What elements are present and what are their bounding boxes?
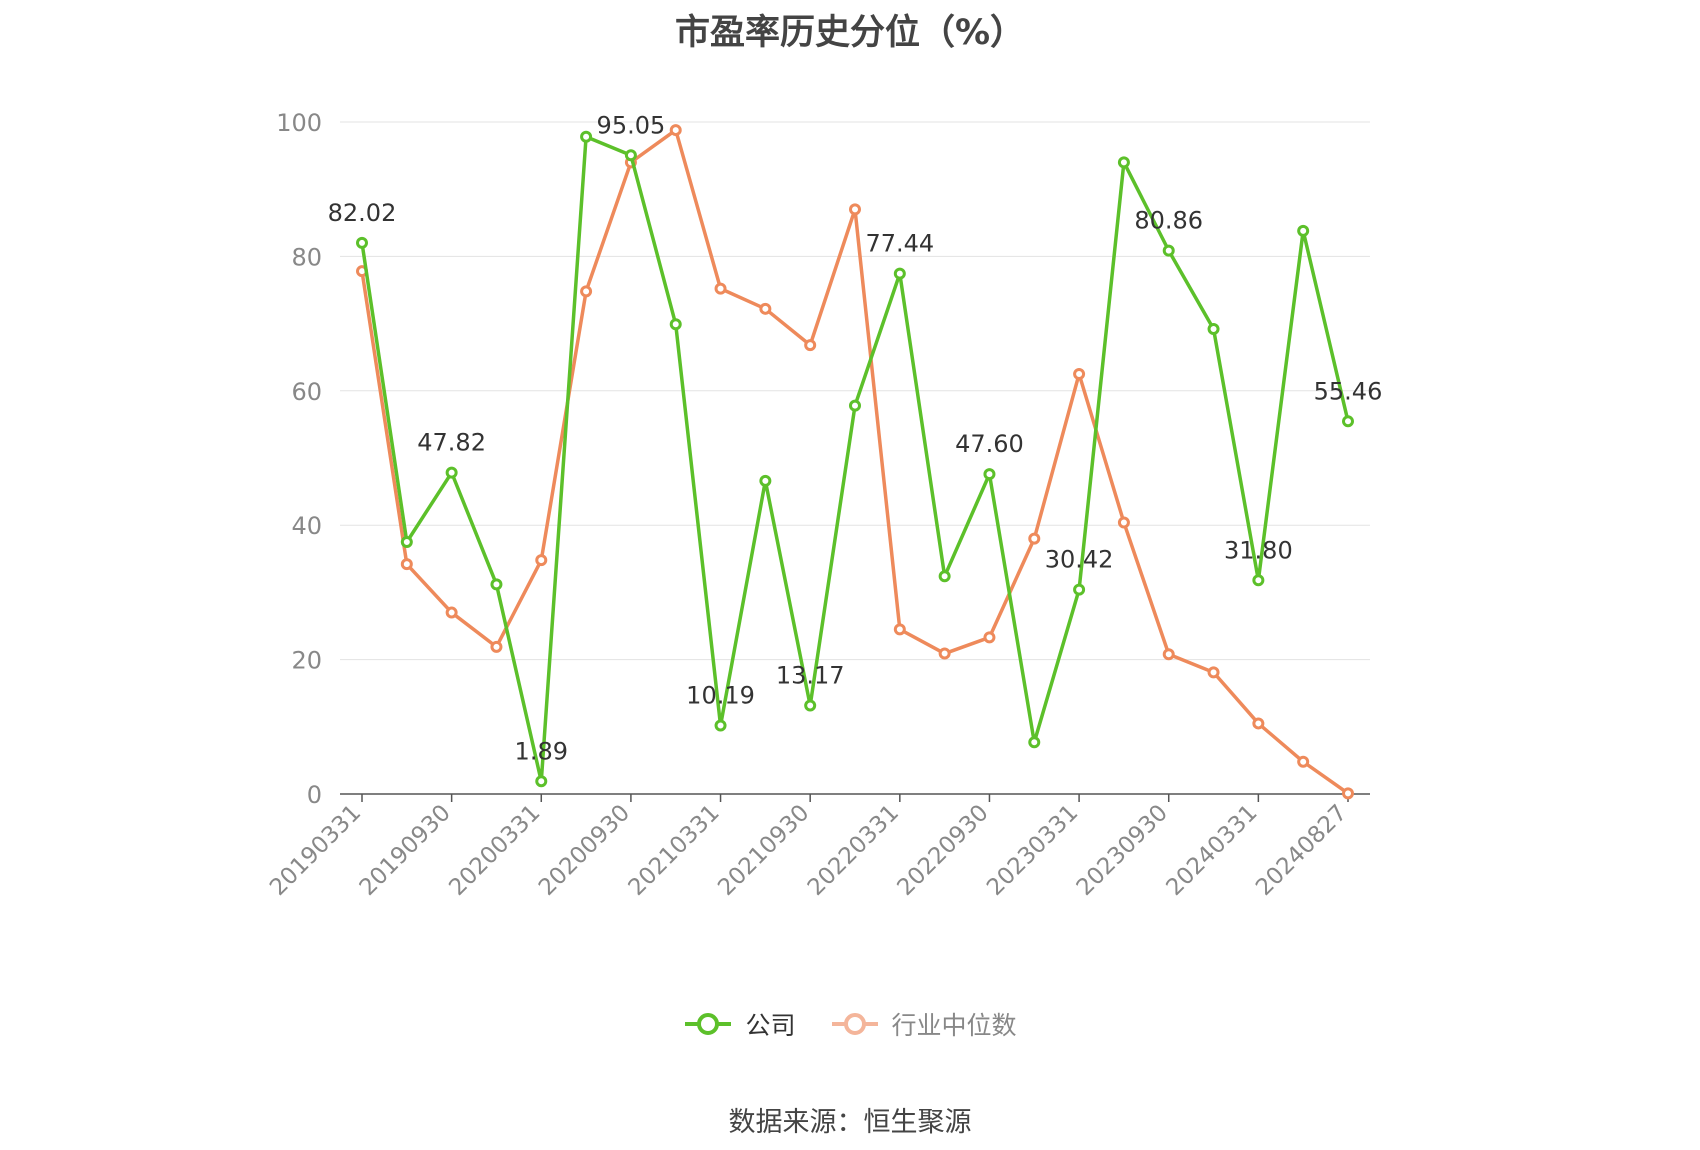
y-tick-label: 100 xyxy=(276,109,322,137)
data-source: 数据来源：恒生聚源 xyxy=(728,1107,972,1138)
x-tick-label: 20210331 xyxy=(624,800,725,901)
data-point-company xyxy=(714,719,727,732)
x-tick-label: 20240331 xyxy=(1161,800,1262,901)
data-point-company xyxy=(490,578,503,591)
data-point-company xyxy=(1117,156,1130,169)
data-label: 77.44 xyxy=(865,230,934,258)
data-point-company xyxy=(1162,244,1175,257)
x-tick-label: 20230930 xyxy=(1072,800,1173,901)
data-point-industry xyxy=(445,606,458,619)
data-label: 82.02 xyxy=(328,199,397,227)
x-tick-label: 20210930 xyxy=(713,800,814,901)
data-point-company xyxy=(804,699,817,712)
data-point-company xyxy=(356,236,368,249)
data-point-company xyxy=(1342,415,1354,428)
legend-label-company: 公司 xyxy=(745,1011,796,1040)
data-point-company xyxy=(580,130,593,143)
data-point-industry xyxy=(1297,755,1310,768)
x-tick-label: 20190331 xyxy=(265,800,366,901)
data-point-industry xyxy=(1207,666,1220,679)
data-point-industry xyxy=(759,302,772,315)
x-tick-label: 20220930 xyxy=(893,800,994,901)
data-label: 10.19 xyxy=(686,682,755,710)
y-tick-label: 20 xyxy=(291,647,322,675)
data-label: 47.60 xyxy=(955,430,1024,458)
data-point-industry xyxy=(893,623,906,636)
data-point-industry xyxy=(804,339,817,352)
x-tick-label: 20240827 xyxy=(1251,800,1352,901)
y-tick-label: 60 xyxy=(291,378,322,406)
data-point-industry xyxy=(1117,516,1130,529)
chart-title: 市盈率历史分位（%） xyxy=(674,13,1026,53)
legend-item-company[interactable]: 公司 xyxy=(683,1006,796,1042)
x-tick-label: 20230331 xyxy=(982,800,1083,901)
data-label: 95.05 xyxy=(597,111,666,139)
data-label: 13.17 xyxy=(776,661,845,689)
data-point-industry xyxy=(580,285,593,298)
data-point-industry xyxy=(983,631,996,644)
data-point-industry xyxy=(714,282,727,295)
data-label: 30.42 xyxy=(1045,546,1114,574)
x-tick-label: 20190930 xyxy=(355,800,456,901)
data-label: 31.80 xyxy=(1224,536,1293,564)
data-point-industry xyxy=(535,554,548,567)
data-point-company xyxy=(1207,322,1220,335)
data-point-industry xyxy=(849,203,861,216)
legend-industry-marker-icon xyxy=(831,1013,878,1035)
data-point-company xyxy=(849,399,861,412)
y-tick-label: 80 xyxy=(291,243,322,271)
x-tick-label: 20200331 xyxy=(444,800,545,901)
data-point-industry xyxy=(1162,648,1175,661)
data-label: 1.89 xyxy=(515,737,568,765)
data-point-company xyxy=(535,775,548,788)
legend: 公司 行业中位数 xyxy=(0,1006,1700,1042)
y-tick-label: 0 xyxy=(307,781,322,809)
data-point-company xyxy=(1073,583,1086,596)
data-point-industry xyxy=(669,124,682,137)
line-chart: 0 20 40 60 80 100 2019033120190930202003312020… xyxy=(265,109,1383,901)
data-point-company xyxy=(1028,736,1041,749)
data-point-company xyxy=(669,318,682,331)
x-tick-label: 20220331 xyxy=(803,800,904,901)
data-point-industry xyxy=(1342,787,1354,800)
data-point-industry xyxy=(400,558,413,571)
data-point-company xyxy=(624,149,637,162)
data-point-company xyxy=(1252,574,1265,587)
data-label: 80.86 xyxy=(1134,207,1203,235)
legend-company-marker-icon xyxy=(685,1013,732,1035)
legend-item-industry[interactable]: 行业中位数 xyxy=(830,1006,1017,1042)
data-point-company xyxy=(759,474,772,487)
data-point-industry xyxy=(1073,368,1086,380)
legend-label-industry: 行业中位数 xyxy=(891,1011,1017,1040)
data-point-industry xyxy=(938,647,951,660)
data-label: 55.46 xyxy=(1314,377,1383,405)
data-point-company xyxy=(400,536,413,548)
x-tick-label: 20200930 xyxy=(534,800,635,901)
y-tick-label: 40 xyxy=(291,512,322,540)
data-point-industry xyxy=(490,640,503,653)
data-point-company xyxy=(983,468,996,481)
data-point-company xyxy=(1297,224,1310,237)
data-point-company xyxy=(445,466,458,479)
data-point-industry xyxy=(1252,717,1265,730)
data-point-company xyxy=(938,570,951,583)
data-point-company xyxy=(893,267,906,280)
data-label: 47.82 xyxy=(417,429,486,457)
data-point-industry xyxy=(1028,532,1041,545)
